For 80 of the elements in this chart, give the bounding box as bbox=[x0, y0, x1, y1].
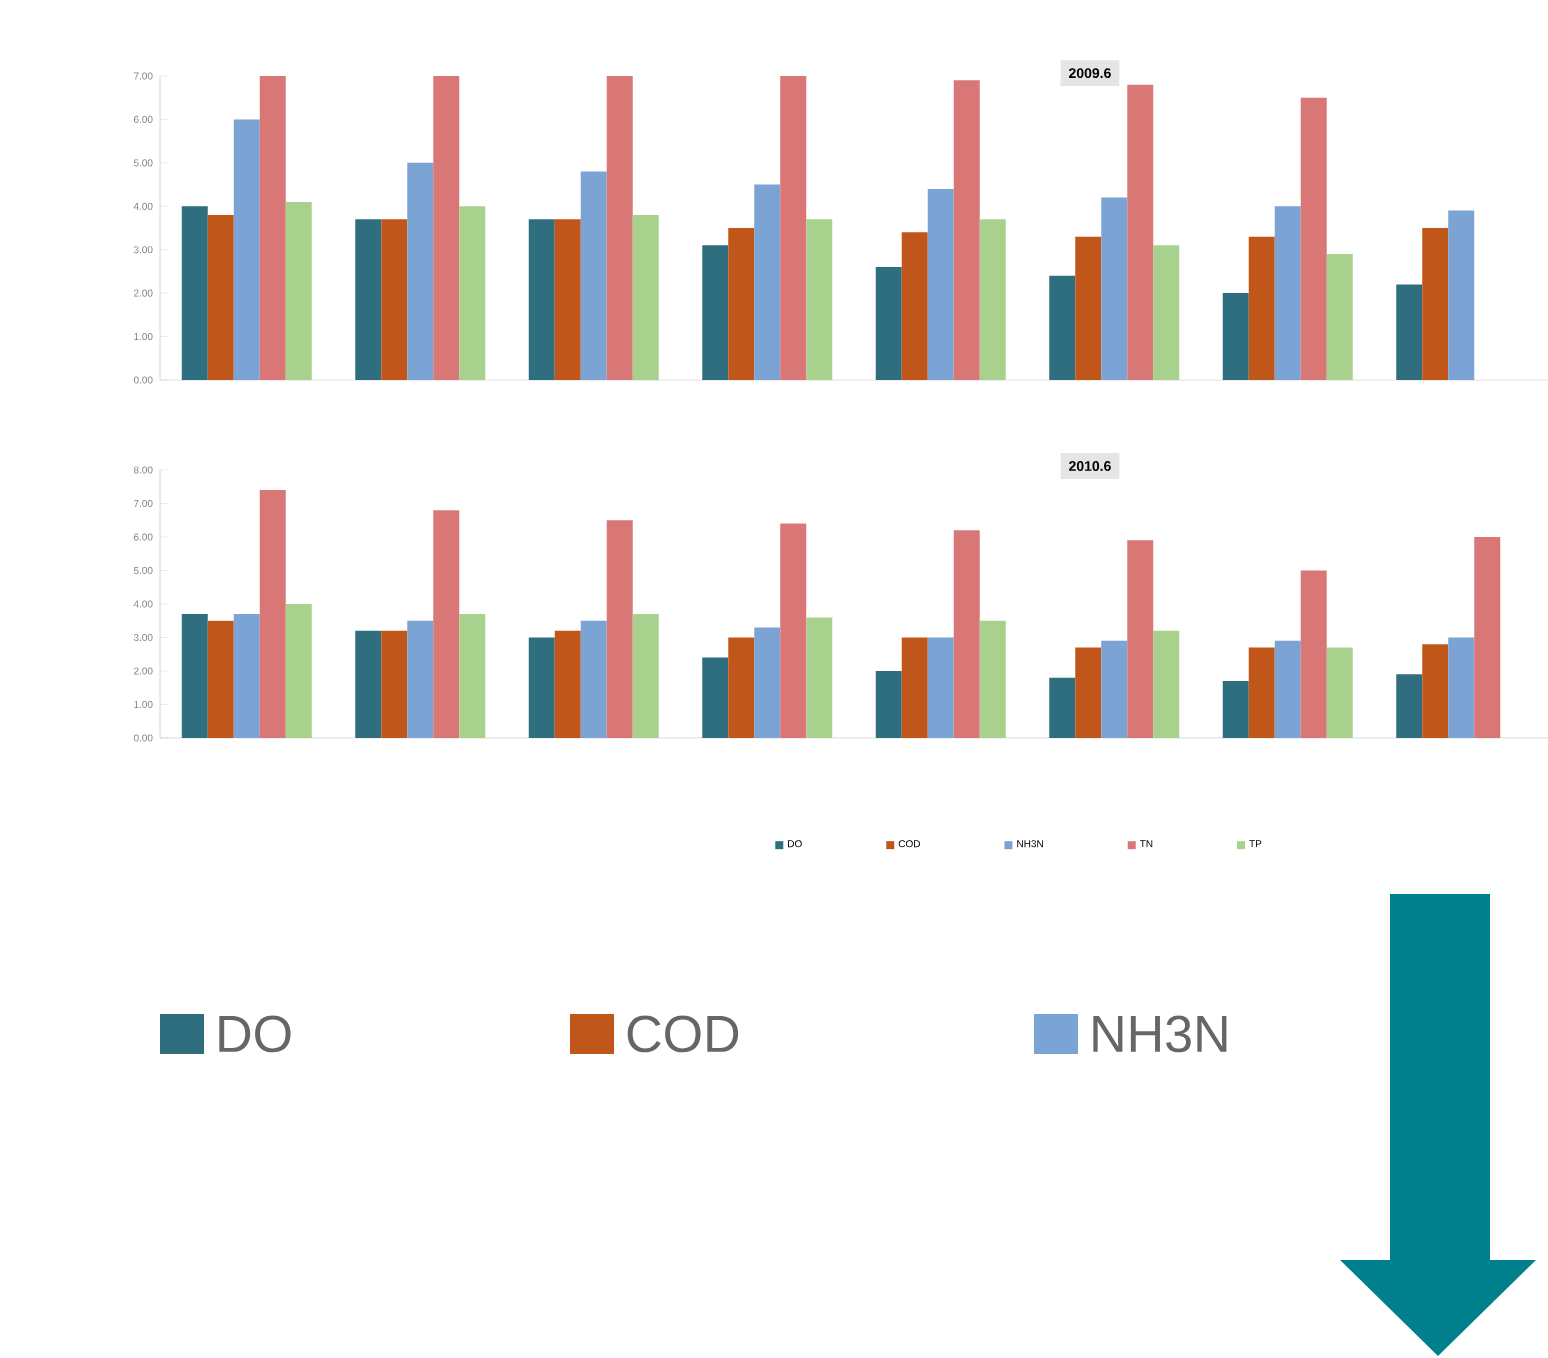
bar bbox=[1248, 647, 1275, 738]
bar bbox=[780, 75, 807, 380]
bar bbox=[1222, 293, 1249, 380]
bar bbox=[381, 219, 408, 380]
bar bbox=[1049, 677, 1076, 738]
bar bbox=[1422, 644, 1449, 738]
bar bbox=[927, 188, 954, 380]
bar bbox=[1127, 540, 1154, 738]
bar bbox=[1448, 210, 1475, 380]
bar bbox=[754, 627, 781, 738]
bar bbox=[433, 510, 460, 738]
bar bbox=[1422, 227, 1449, 380]
bar bbox=[702, 657, 729, 738]
bar bbox=[1248, 236, 1275, 380]
bar bbox=[1396, 284, 1423, 380]
bar bbox=[702, 245, 729, 380]
bar bbox=[953, 530, 980, 738]
bar bbox=[407, 620, 434, 738]
bar bbox=[1127, 84, 1154, 380]
bar bbox=[875, 670, 902, 738]
bar bbox=[207, 214, 234, 380]
bar bbox=[233, 614, 260, 738]
bar bbox=[1222, 681, 1249, 738]
bar bbox=[528, 219, 555, 380]
bar bbox=[259, 490, 286, 738]
bar bbox=[901, 232, 928, 380]
bar bbox=[259, 75, 286, 380]
bar bbox=[459, 614, 486, 738]
bar bbox=[901, 637, 928, 738]
bar bbox=[554, 630, 581, 738]
bar bbox=[181, 206, 208, 380]
bar bbox=[1396, 674, 1423, 738]
legend-label: NH3N bbox=[1093, 1015, 1227, 1053]
bar bbox=[407, 162, 434, 380]
bar bbox=[754, 184, 781, 380]
bar bbox=[1448, 637, 1475, 738]
legend-label: COD bbox=[627, 1015, 739, 1053]
bar bbox=[632, 614, 659, 738]
bar bbox=[1300, 97, 1327, 380]
bar bbox=[580, 171, 607, 380]
bar bbox=[979, 620, 1006, 738]
bar bbox=[927, 637, 954, 738]
bar bbox=[1300, 570, 1327, 738]
bar bbox=[233, 119, 260, 380]
bar bbox=[181, 614, 208, 738]
bar bbox=[554, 219, 581, 380]
bar bbox=[207, 620, 234, 738]
bar bbox=[606, 520, 633, 738]
bar bbox=[728, 637, 755, 738]
bar bbox=[580, 620, 607, 738]
bar bbox=[979, 219, 1006, 380]
bar bbox=[528, 637, 555, 738]
legend-label: DO bbox=[219, 1015, 291, 1053]
bar bbox=[806, 617, 833, 738]
bar bbox=[806, 219, 833, 380]
bar bbox=[953, 80, 980, 380]
bar bbox=[285, 201, 312, 380]
bar bbox=[606, 75, 633, 380]
bar bbox=[1101, 640, 1128, 738]
bar bbox=[1049, 275, 1076, 380]
bar bbox=[1326, 647, 1353, 738]
bar bbox=[1474, 536, 1501, 738]
bar bbox=[780, 523, 807, 738]
bar bbox=[1101, 197, 1128, 380]
bar bbox=[1326, 254, 1353, 380]
bar bbox=[355, 219, 382, 380]
bar bbox=[1153, 245, 1180, 380]
bar bbox=[632, 214, 659, 380]
bar bbox=[355, 630, 382, 738]
bar bbox=[459, 206, 486, 380]
bar bbox=[728, 227, 755, 380]
bar bbox=[433, 75, 460, 380]
bar bbox=[381, 630, 408, 738]
bar bbox=[285, 603, 312, 738]
bar bbox=[1274, 206, 1301, 380]
bar bbox=[1075, 647, 1102, 738]
bar bbox=[1075, 236, 1102, 380]
bar bbox=[1274, 640, 1301, 738]
bar bbox=[1153, 630, 1180, 738]
bar bbox=[875, 267, 902, 380]
